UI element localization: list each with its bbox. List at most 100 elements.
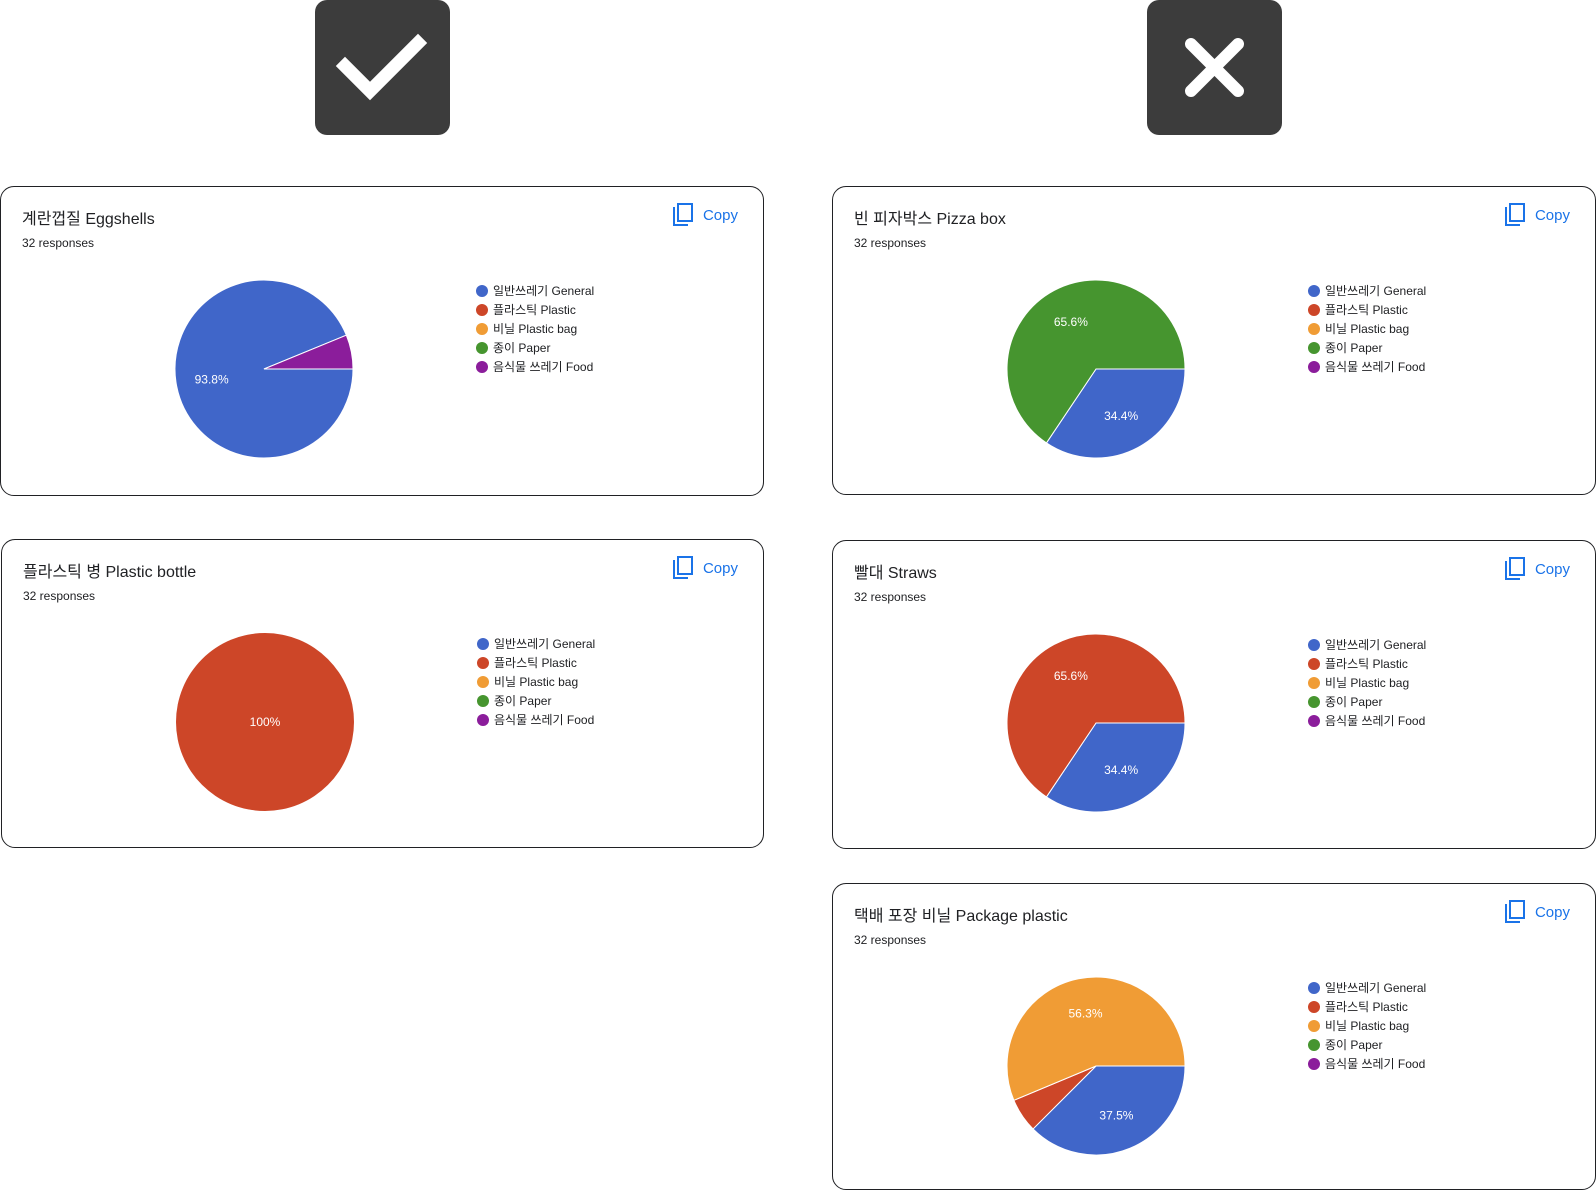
legend-item: 일반쓰레기 General [1308, 978, 1426, 997]
pie-data-label: 65.6% [1054, 669, 1088, 683]
legend-swatch [1308, 341, 1320, 354]
chart-title: 빨대 Straws [854, 565, 937, 582]
legend-label: 종이 Paper [1325, 341, 1383, 355]
legend-item: 음식물 쓰레기 Food [1308, 357, 1426, 376]
legend-label: 음식물 쓰레기 Food [1325, 1057, 1426, 1071]
copy-button[interactable]: Copy [1504, 202, 1570, 228]
chart-card: 택배 포장 비닐 Package plastic 32 responses Copy… [832, 883, 1596, 1190]
legend-label: 일반쓰레기 General [1325, 981, 1427, 995]
legend-label: 플라스틱 Plastic [1325, 303, 1408, 317]
pie-data-label: 34.4% [1104, 409, 1138, 423]
chart-legend: 일반쓰레기 General 플라스틱 Plastic 비닐 Plastic bag 종… [1308, 281, 1426, 376]
legend-item: 비닐 Plastic bag [477, 672, 595, 691]
copy-label: Copy [702, 206, 738, 224]
legend-swatch [1308, 1019, 1320, 1032]
legend-swatch [1308, 657, 1320, 670]
copy-label: Copy [1534, 206, 1570, 224]
pie-chart: 34.4% 65.6% [1006, 279, 1186, 459]
legend-label: 비닐 Plastic bag [1325, 676, 1410, 690]
copy-button[interactable]: Copy [1504, 556, 1570, 582]
legend-item: 비닐 Plastic bag [1308, 1016, 1426, 1035]
copy-label: Copy [1534, 903, 1570, 921]
pie-slice [1006, 279, 1186, 444]
legend-item: 음식물 쓰레기 Food [476, 357, 594, 376]
chart-legend: 일반쓰레기 General 플라스틱 Plastic 비닐 Plastic bag 종… [1308, 978, 1426, 1073]
legend-item: 플라스틱 Plastic [1308, 997, 1426, 1016]
chart-title: 플라스틱 병 Plastic bottle [23, 564, 197, 581]
legend-label: 일반쓰레기 General [494, 637, 596, 651]
pie-data-label: 65.6% [1054, 315, 1088, 329]
legend-swatch [1308, 284, 1320, 297]
legend-label: 비닐 Plastic bag [1325, 322, 1410, 336]
legend-label: 음식물 쓰레기 Food [494, 713, 595, 727]
legend-swatch [1308, 360, 1320, 373]
legend-item: 종이 Paper [1308, 338, 1426, 357]
legend-swatch [1308, 676, 1320, 689]
legend-swatch [1308, 1057, 1320, 1070]
legend-label: 종이 Paper [493, 341, 551, 355]
pie-slice [1006, 976, 1186, 1101]
copy-button[interactable]: Copy [1504, 899, 1570, 925]
chart-title: 택배 포장 비닐 Package plastic [854, 908, 1068, 925]
check-badge [315, 0, 450, 135]
chart-card: 빈 피자박스 Pizza box 32 responses Copy 34.4% 65.… [832, 186, 1596, 495]
response-count: 32 responses [854, 933, 927, 947]
chart-title: 빈 피자박스 Pizza box [854, 211, 1006, 228]
legend-swatch [476, 284, 488, 297]
close-badge [1147, 0, 1282, 135]
copy-icon [672, 203, 693, 226]
legend-label: 플라스틱 Plastic [494, 656, 577, 670]
legend-swatch [1308, 714, 1320, 727]
chart-card: 플라스틱 병 Plastic bottle 32 responses Copy 100… [1, 539, 764, 848]
pie-slice [263, 334, 354, 370]
legend-swatch [1308, 1038, 1320, 1051]
chart-legend: 일반쓰레기 General 플라스틱 Plastic 비닐 Plastic bag 종… [476, 281, 594, 376]
pie-chart: 34.4% 65.6% [1006, 633, 1186, 813]
legend-label: 비닐 Plastic bag [494, 675, 579, 689]
copy-button[interactable]: Copy [672, 202, 738, 228]
legend-item: 종이 Paper [476, 338, 594, 357]
legend-item: 종이 Paper [477, 691, 595, 710]
legend-swatch [477, 637, 489, 650]
legend-item: 플라스틱 Plastic [1308, 654, 1426, 673]
pie-data-label: 100% [250, 715, 281, 729]
legend-label: 플라스틱 Plastic [1325, 1000, 1408, 1014]
close-icon [1185, 38, 1244, 97]
legend-item: 일반쓰레기 General [1308, 635, 1426, 654]
legend-label: 비닐 Plastic bag [493, 322, 578, 336]
copy-icon [672, 556, 693, 579]
pie-slice [176, 633, 354, 811]
legend-label: 종이 Paper [494, 694, 552, 708]
legend-item: 일반쓰레기 General [477, 634, 595, 653]
legend-label: 음식물 쓰레기 Food [493, 360, 594, 374]
copy-icon [1504, 900, 1525, 923]
legend-swatch [476, 322, 488, 335]
response-count: 32 responses [23, 589, 96, 603]
response-count: 32 responses [854, 236, 927, 250]
pie-slice [1045, 368, 1186, 459]
legend-label: 일반쓰레기 General [1325, 284, 1427, 298]
legend-swatch [477, 713, 489, 726]
legend-swatch [1308, 695, 1320, 708]
legend-swatch [1308, 981, 1320, 994]
legend-item: 비닐 Plastic bag [476, 319, 594, 338]
legend-item: 종이 Paper [1308, 692, 1426, 711]
copy-button[interactable]: Copy [672, 555, 738, 581]
legend-swatch [476, 341, 488, 354]
chart-card: 빨대 Straws 32 responses Copy 34.4% 65.6% 일반쓰레기… [832, 540, 1596, 849]
legend-swatch [477, 656, 489, 669]
legend-item: 일반쓰레기 General [476, 281, 594, 300]
legend-item: 음식물 쓰레기 Food [477, 710, 595, 729]
legend-label: 음식물 쓰레기 Food [1325, 714, 1426, 728]
legend-item: 플라스틱 Plastic [476, 300, 594, 319]
legend-swatch [1308, 1000, 1320, 1013]
response-count: 32 responses [854, 590, 927, 604]
copy-icon [1504, 557, 1525, 580]
pie-data-label: 93.8% [195, 372, 229, 386]
pie-slice [1006, 633, 1186, 798]
legend-label: 음식물 쓰레기 Food [1325, 360, 1426, 374]
legend-swatch [1308, 322, 1320, 335]
chart-card: 계란껍질 Eggshells 32 responses Copy 93.8% 일반쓰레기… [0, 186, 764, 496]
legend-label: 플라스틱 Plastic [493, 303, 576, 317]
chart-legend: 일반쓰레기 General 플라스틱 Plastic 비닐 Plastic bag 종… [1308, 635, 1426, 730]
